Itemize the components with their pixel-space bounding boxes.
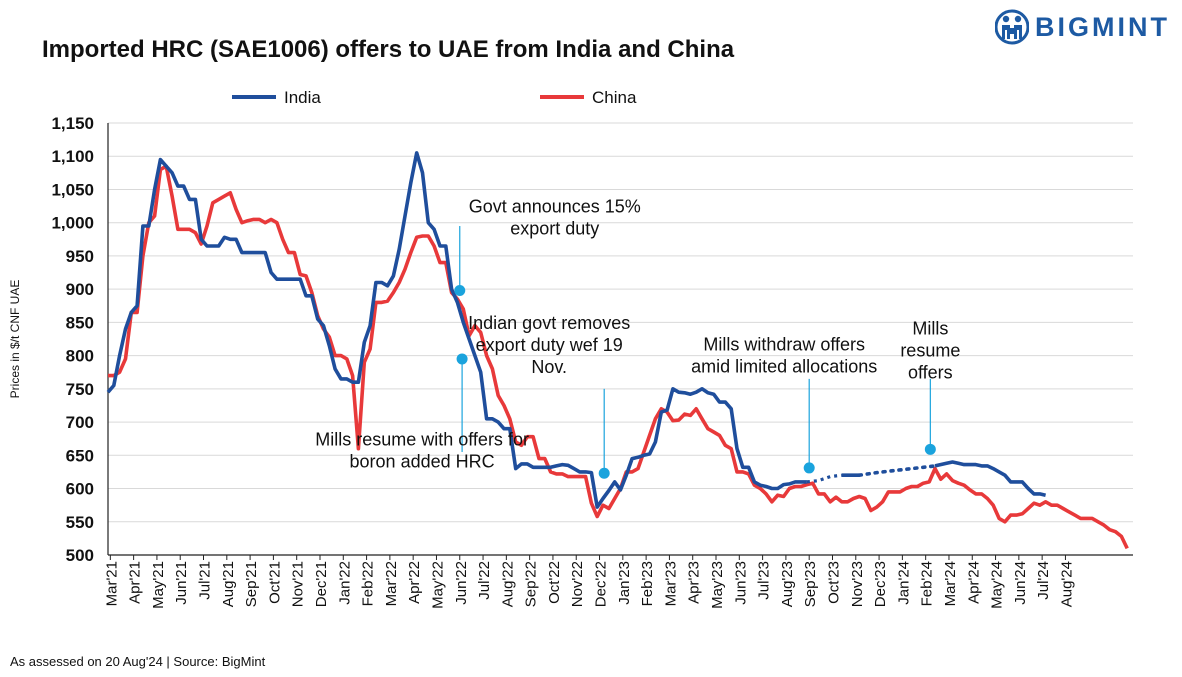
annotation-text: boron added HRC <box>350 451 495 471</box>
x-tick-label: Dec'21 <box>313 561 330 607</box>
annotation-text: Indian govt removes <box>468 313 630 333</box>
annotation-text: resume <box>900 340 960 360</box>
series-line-china <box>108 164 1129 550</box>
annotation-marker <box>924 443 936 455</box>
brand-logo: BIGMINT <box>995 8 1170 46</box>
x-tick-label: Jan'22 <box>336 561 353 605</box>
x-tick-label: Dec'22 <box>593 561 610 607</box>
y-tick-label: 550 <box>66 513 94 532</box>
x-tick-label: Sep'22 <box>523 561 540 607</box>
x-tick-label: Jan'23 <box>616 561 633 605</box>
annotation-text: export duty <box>510 219 599 239</box>
y-tick-label: 900 <box>66 280 94 299</box>
annotation-text: export duty wef 19 <box>476 335 623 355</box>
annotation-text: offers <box>908 362 953 382</box>
annotation-text: Mills resume with offers for <box>315 429 529 449</box>
footer-source: As assessed on 20 Aug'24 | Source: BigMi… <box>10 654 266 669</box>
x-tick-label: Mar'22 <box>383 561 400 606</box>
y-tick-label: 650 <box>66 446 94 465</box>
x-tick-label: Jul'22 <box>476 561 493 600</box>
x-tick-label: Jun'21 <box>173 561 190 605</box>
x-tick-label: Sep'21 <box>243 561 260 607</box>
annotation-marker <box>456 353 468 365</box>
x-tick-label: Aug'21 <box>220 561 237 607</box>
y-tick-label: 800 <box>66 347 94 366</box>
x-tick-label: Feb'23 <box>639 561 656 606</box>
x-tick-label: Jul'24 <box>1035 561 1052 600</box>
x-tick-label: May'21 <box>150 561 167 609</box>
x-tick-label: Apr'24 <box>965 561 982 604</box>
y-tick-label: 700 <box>66 413 94 432</box>
x-tick-label: Aug'24 <box>1058 561 1075 607</box>
x-tick-label: Feb'22 <box>360 561 377 606</box>
annotation-marker <box>803 462 815 474</box>
x-tick-label: Oct'22 <box>546 561 563 604</box>
annotation-text: Nov. <box>531 357 567 377</box>
legend-label-china: China <box>592 88 637 107</box>
series-line-india-segment <box>934 460 1046 497</box>
x-tick-label: May'22 <box>429 561 446 609</box>
y-tick-label: 1,050 <box>51 180 94 199</box>
x-tick-label: Oct'21 <box>266 561 283 604</box>
x-tick-label: May'24 <box>989 561 1006 609</box>
y-axis-label: Prices in $/t CNF UAE <box>8 280 22 399</box>
series-line-india-dotted <box>857 464 937 477</box>
x-tick-label: Apr'22 <box>406 561 423 604</box>
annotation-text: amid limited allocations <box>691 356 877 376</box>
x-tick-label: Nov'23 <box>849 561 866 607</box>
x-tick-label: Jul'21 <box>197 561 214 600</box>
x-tick-label: Oct'23 <box>825 561 842 604</box>
x-tick-label: Mar'23 <box>662 561 679 606</box>
bigmint-logo-icon <box>995 9 1029 45</box>
annotation-text: Mills withdraw offers <box>703 334 865 354</box>
x-tick-label: Aug'22 <box>499 561 516 607</box>
y-tick-label: 500 <box>66 546 94 565</box>
x-tick-label: Dec'23 <box>872 561 889 607</box>
chart-title: Imported HRC (SAE1006) offers to UAE fro… <box>42 36 735 63</box>
legend-label-india: India <box>284 88 321 107</box>
x-tick-label: Feb'24 <box>919 561 936 606</box>
brand-name: BIGMINT <box>1035 11 1170 42</box>
x-tick-label: Apr'21 <box>127 561 144 604</box>
series-line-india <box>106 151 807 509</box>
y-tick-label: 950 <box>66 247 94 266</box>
x-tick-label: Sep'23 <box>802 561 819 607</box>
y-tick-label: 850 <box>66 313 94 332</box>
x-tick-label: Jul'23 <box>756 561 773 600</box>
x-tick-label: May'23 <box>709 561 726 609</box>
x-tick-label: Jun'22 <box>453 561 470 605</box>
x-tick-label: Mar'24 <box>942 561 959 606</box>
y-tick-label: 1,000 <box>51 214 94 233</box>
annotation-marker <box>598 467 610 479</box>
annotation-text: Mills <box>912 318 948 338</box>
y-tick-label: 600 <box>66 480 94 499</box>
x-tick-label: Aug'23 <box>779 561 796 607</box>
x-tick-label: Mar'21 <box>103 561 120 606</box>
x-tick-label: Nov'21 <box>290 561 307 607</box>
annotation-marker <box>454 284 466 296</box>
x-tick-label: Jan'24 <box>895 561 912 605</box>
y-tick-label: 1,100 <box>51 147 94 166</box>
x-tick-label: Nov'22 <box>569 561 586 607</box>
y-tick-label: 1,150 <box>51 114 94 133</box>
x-tick-label: Jun'23 <box>732 561 749 605</box>
x-tick-label: Jun'24 <box>1012 561 1029 605</box>
y-tick-label: 750 <box>66 380 94 399</box>
series-line-india-dashed <box>806 473 842 484</box>
x-tick-label: Apr'23 <box>686 561 703 604</box>
annotation-text: Govt announces 15% <box>469 197 641 217</box>
